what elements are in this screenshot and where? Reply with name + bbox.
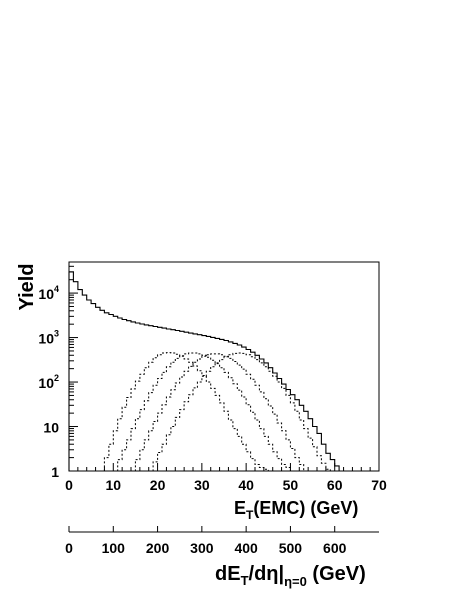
x-tick-label: 70 bbox=[371, 477, 387, 493]
x-tick-label: 40 bbox=[238, 477, 254, 493]
series-layer bbox=[68, 271, 344, 472]
x-tick-label: 20 bbox=[150, 477, 166, 493]
series-line-3 bbox=[131, 353, 309, 472]
y-axis-title: Yield bbox=[16, 263, 38, 310]
x-axis-title: ET(EMC) (GeV) bbox=[234, 498, 358, 522]
series-line-2 bbox=[113, 352, 295, 472]
secondary-axis-ticks: 0 100 200 300 400 500 600 bbox=[65, 526, 347, 556]
series-line-4 bbox=[148, 352, 335, 472]
secondary-tick-label: 0 bbox=[65, 540, 73, 556]
secondary-tick-label: 500 bbox=[279, 540, 303, 556]
x-tick-label: 50 bbox=[283, 477, 299, 493]
x-tick-label: 60 bbox=[327, 477, 343, 493]
series-line-0 bbox=[68, 271, 344, 472]
plot-frame bbox=[68, 261, 380, 472]
secondary-tick-label: 200 bbox=[146, 540, 170, 556]
x-tick-label: 10 bbox=[105, 477, 121, 493]
secondary-tick-label: 300 bbox=[190, 540, 214, 556]
y-tick-label: 103 bbox=[38, 329, 59, 347]
y-tick-label: 104 bbox=[38, 284, 59, 302]
x-tick-label: 0 bbox=[65, 477, 73, 493]
secondary-tick-label: 100 bbox=[102, 540, 126, 556]
secondary-axis-title: dET/dη|η=0 (GeV) bbox=[215, 563, 366, 589]
y-tick-label: 102 bbox=[38, 373, 59, 391]
series-line-1 bbox=[100, 352, 273, 472]
y-tick-label: 10 bbox=[43, 420, 59, 436]
y-axis-ticks: 1 10 102 103 104 bbox=[38, 261, 78, 480]
secondary-tick-label: 600 bbox=[323, 540, 347, 556]
y-tick-label: 1 bbox=[51, 464, 59, 480]
x-axis-ticks: 0 10 20 30 40 50 60 70 bbox=[65, 463, 387, 493]
secondary-tick-label: 400 bbox=[234, 540, 258, 556]
x-tick-label: 30 bbox=[194, 477, 210, 493]
